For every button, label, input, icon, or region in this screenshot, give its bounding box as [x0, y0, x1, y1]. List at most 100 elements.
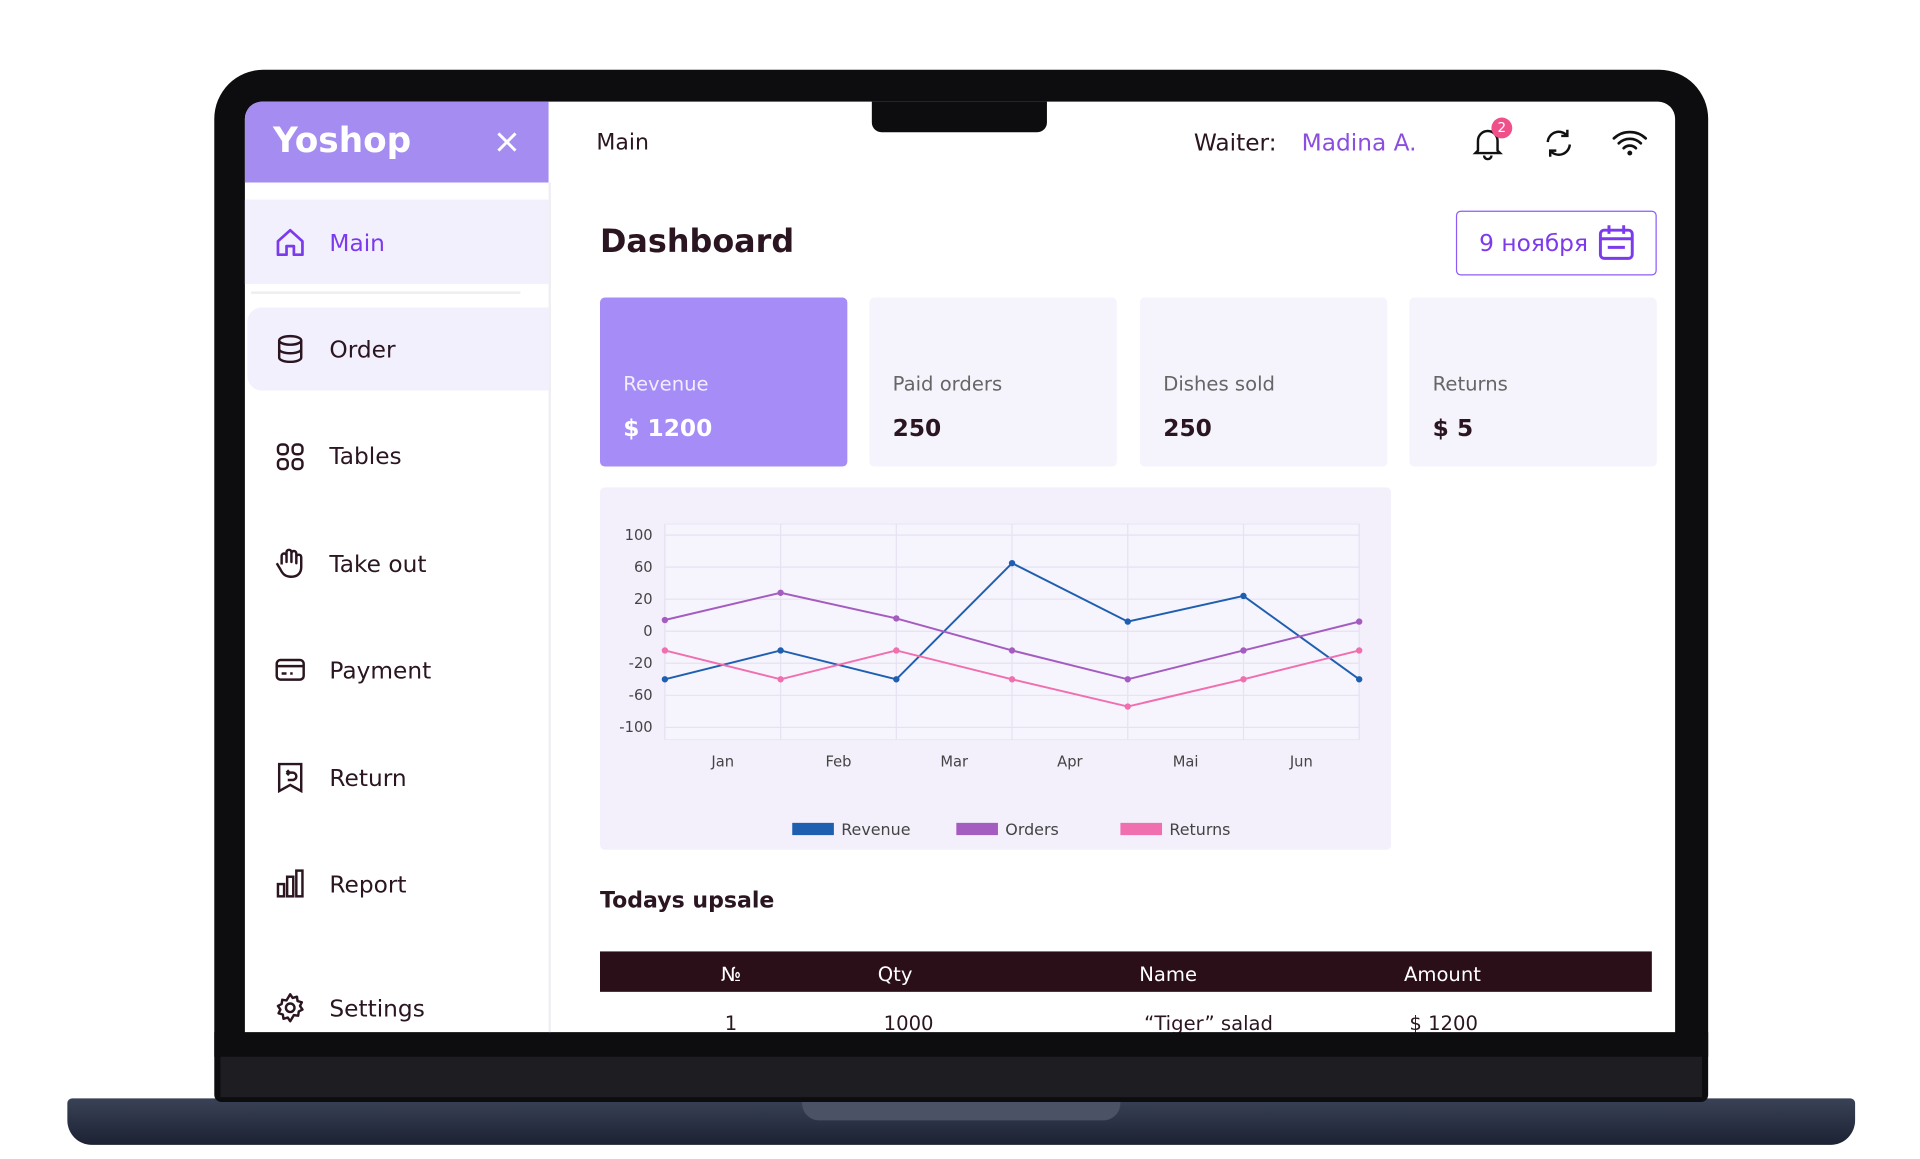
screen-bezel: [214, 1032, 1709, 1057]
x-tick-label: Jan: [710, 754, 734, 771]
stat-card: Revenue $ 1200: [600, 297, 848, 467]
stat-card: Returns $ 5: [1409, 297, 1657, 467]
data-point: [777, 647, 784, 654]
column-header: Amount: [1403, 962, 1481, 986]
data-point: [893, 615, 900, 622]
y-tick-label: 0: [643, 623, 652, 640]
card-value: $ 5: [1432, 415, 1474, 443]
card-label: Returns: [1432, 372, 1508, 396]
table-cell: “Tiger” salad: [1144, 1011, 1273, 1035]
date-picker[interactable]: [1455, 210, 1657, 276]
data-point: [661, 647, 669, 654]
column-header: №: [720, 962, 742, 986]
date-text: 9 ноября: [1479, 230, 1588, 258]
brand: Yoshop: [273, 120, 412, 161]
x-tick-label: Mai: [1173, 754, 1199, 771]
stat-card: Paid orders 250: [869, 297, 1117, 467]
calendar-icon: [1598, 225, 1634, 260]
laptop-chin: [220, 1055, 1703, 1098]
waiter-label: Waiter:: [1193, 129, 1277, 157]
legend-swatch: [1120, 822, 1163, 836]
waiter-name: Madina A.: [1301, 129, 1417, 157]
card-label: Revenue: [623, 372, 709, 396]
y-tick-label: -20: [629, 655, 653, 672]
sidebar-border: [548, 182, 552, 1033]
column-header: Qty: [877, 962, 913, 986]
menu-item[interactable]: Main: [329, 230, 385, 258]
y-tick-label: -100: [619, 719, 652, 736]
menu-item[interactable]: Payment: [329, 657, 432, 685]
data-point: [893, 647, 900, 654]
menu-item[interactable]: Return: [329, 765, 407, 793]
column-header: Name: [1139, 962, 1198, 986]
icon-home: [276, 228, 304, 257]
line-chart: 100 60 20 0 -20 -60 -100 Jan Feb Mar Apr Mai Jun Reve…: [600, 487, 1392, 850]
data-point: [1240, 647, 1247, 654]
menu-active-bg: [244, 199, 549, 285]
brand-header: [244, 101, 549, 183]
data-point: [777, 676, 784, 683]
icon-tables: [276, 443, 304, 471]
notification-badge: 2: [1491, 117, 1513, 139]
data-point: [1240, 676, 1247, 683]
data-point: [1008, 559, 1016, 567]
data-point: [777, 589, 784, 596]
y-tick-label: 100: [625, 527, 653, 544]
icon-settings: [276, 993, 304, 1023]
menu-hover-bg: [247, 307, 549, 391]
camera-notch: [871, 101, 1047, 133]
y-tick-label: 60: [634, 559, 653, 576]
menu-item[interactable]: Tables: [329, 443, 402, 471]
card-value: 250: [892, 415, 942, 443]
wifi-icon: [1612, 130, 1648, 156]
menu-item[interactable]: Take out: [329, 551, 427, 578]
card-label: Dishes sold: [1163, 372, 1275, 396]
x-tick-label: Mar: [940, 754, 969, 771]
data-point: [1124, 676, 1131, 683]
divider: [251, 291, 521, 294]
data-point: [1356, 676, 1363, 683]
refresh-icon[interactable]: [1543, 127, 1575, 159]
card-value: $ 1200: [623, 415, 713, 443]
section-title: Todays upsale: [600, 887, 775, 914]
page-title: Main: [596, 129, 649, 156]
x-tick-label: Jun: [1289, 754, 1313, 771]
menu-item[interactable]: Report: [329, 871, 407, 899]
table-header: [600, 951, 1652, 992]
icon-order: [277, 334, 303, 364]
table-cell: 1: [724, 1011, 738, 1035]
icon-report: [276, 869, 304, 898]
icon-payment: [275, 658, 305, 681]
data-point: [1124, 618, 1131, 625]
dashboard-title: Dashboard: [600, 224, 795, 261]
stat-card: Dishes sold 250: [1140, 297, 1388, 467]
card-label: Paid orders: [892, 372, 1003, 396]
menu-item[interactable]: Order: [329, 336, 396, 364]
y-tick-label: -60: [629, 687, 653, 704]
data-point: [893, 676, 900, 683]
data-point: [1356, 618, 1363, 625]
data-point: [1124, 703, 1131, 710]
legend-label: Returns: [1169, 820, 1230, 839]
data-point: [1240, 592, 1247, 600]
y-tick-label: 20: [634, 591, 653, 608]
legend-swatch: [792, 822, 834, 836]
data-point: [1008, 676, 1016, 683]
data-point: [1356, 647, 1363, 654]
data-point: [1008, 647, 1016, 654]
laptop-notch: [802, 1098, 1121, 1121]
legend-label: Orders: [1005, 820, 1058, 839]
x-tick-label: Apr: [1057, 754, 1083, 771]
legend-label: Revenue: [841, 820, 910, 839]
data-point: [661, 676, 669, 683]
menu-item[interactable]: Settings: [329, 995, 425, 1023]
icon-return: [277, 762, 303, 794]
card-value: 250: [1163, 415, 1212, 443]
table-cell: 1000: [883, 1011, 934, 1035]
x-tick-label: Feb: [825, 754, 851, 771]
icon-takeout: [275, 548, 303, 578]
close-button[interactable]: [495, 130, 519, 154]
data-point: [661, 616, 669, 624]
